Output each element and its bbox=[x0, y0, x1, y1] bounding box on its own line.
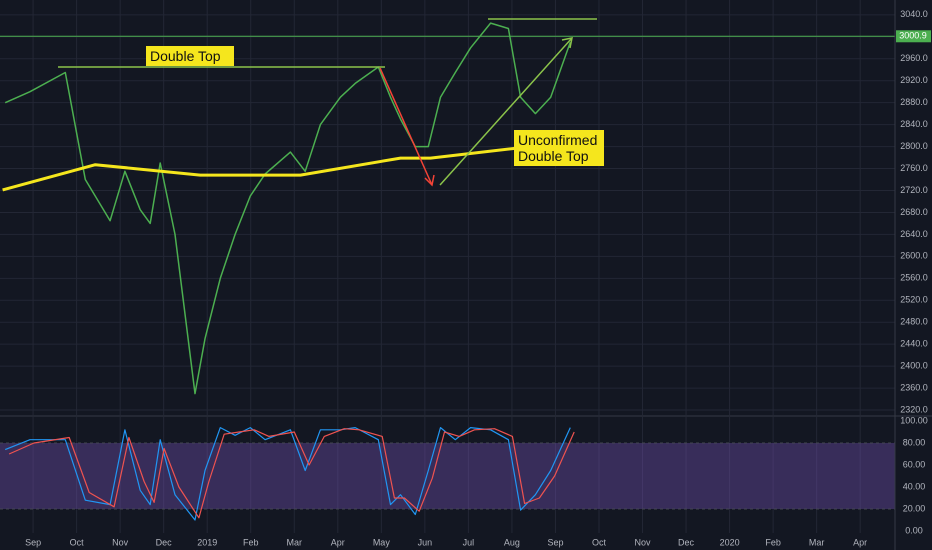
x-tick-label: Aug bbox=[504, 537, 520, 547]
trend-arrow bbox=[379, 67, 433, 186]
y-tick-label: 2840.0 bbox=[900, 119, 928, 129]
x-tick-label: Nov bbox=[112, 537, 129, 547]
series-line bbox=[4, 427, 571, 521]
y-tick-label: 80.00 bbox=[903, 437, 926, 447]
y-tick-label: 2440.0 bbox=[900, 339, 928, 349]
x-tick-label: Mar bbox=[287, 537, 303, 547]
y-tick-label: 40.00 bbox=[903, 481, 926, 491]
arrow-head bbox=[561, 37, 573, 49]
series-line bbox=[8, 428, 575, 519]
y-tick-label: 2880.0 bbox=[900, 97, 928, 107]
y-tick-label: 60.00 bbox=[903, 459, 926, 469]
y-tick-label: 0.00 bbox=[905, 525, 923, 535]
x-tick-label: Dec bbox=[156, 537, 173, 547]
x-tick-label: Sep bbox=[547, 537, 563, 547]
annotation: Unconfirmed Double Top bbox=[514, 130, 604, 166]
x-tick-label: Mar bbox=[809, 537, 825, 547]
y-tick-label: 2720.0 bbox=[900, 185, 928, 195]
y-tick-label: 2480.0 bbox=[900, 317, 928, 327]
y-tick-label: 2360.0 bbox=[900, 382, 928, 392]
y-tick-label: 3040.0 bbox=[900, 9, 928, 19]
band bbox=[0, 442, 895, 510]
x-tick-label: May bbox=[373, 537, 391, 547]
x-tick-label: 2019 bbox=[197, 537, 217, 547]
y-tick-label: 2640.0 bbox=[900, 229, 928, 239]
y-tick-label: 2920.0 bbox=[900, 75, 928, 85]
series-line bbox=[2, 146, 521, 192]
x-tick-label: Jul bbox=[463, 537, 475, 547]
y-tick-label: 20.00 bbox=[903, 503, 926, 513]
y-tick-label: 2520.0 bbox=[900, 295, 928, 305]
y-tick-label: 2320.0 bbox=[900, 404, 928, 414]
y-tick-label: 2400.0 bbox=[900, 361, 928, 371]
series-line bbox=[4, 22, 572, 395]
x-tick-label: Oct bbox=[70, 537, 85, 547]
y-tick-label: 100.00 bbox=[900, 415, 928, 425]
x-tick-label: 2020 bbox=[720, 537, 740, 547]
trend-arrow bbox=[439, 37, 573, 186]
y-tick-label: 2560.0 bbox=[900, 273, 928, 283]
x-tick-label: Jun bbox=[418, 537, 433, 547]
x-tick-label: Sep bbox=[25, 537, 41, 547]
y-tick-label: 2800.0 bbox=[900, 141, 928, 151]
x-tick-label: Oct bbox=[592, 537, 607, 547]
y-tick-label: 2760.0 bbox=[900, 163, 928, 173]
x-tick-label: Apr bbox=[853, 537, 867, 547]
x-tick-label: Nov bbox=[635, 537, 652, 547]
annotation: Double Top bbox=[146, 46, 234, 66]
x-tick-label: Feb bbox=[765, 537, 781, 547]
y-tick-label: 2960.0 bbox=[900, 53, 928, 63]
x-tick-label: Dec bbox=[678, 537, 695, 547]
last-price-box bbox=[896, 30, 931, 43]
y-tick-label: 2680.0 bbox=[900, 207, 928, 217]
arrow-head bbox=[424, 174, 435, 187]
y-tick-label: 2600.0 bbox=[900, 251, 928, 261]
x-tick-label: Apr bbox=[331, 537, 345, 547]
last-price-label: 3000.9 bbox=[899, 31, 927, 41]
x-tick-label: Feb bbox=[243, 537, 259, 547]
